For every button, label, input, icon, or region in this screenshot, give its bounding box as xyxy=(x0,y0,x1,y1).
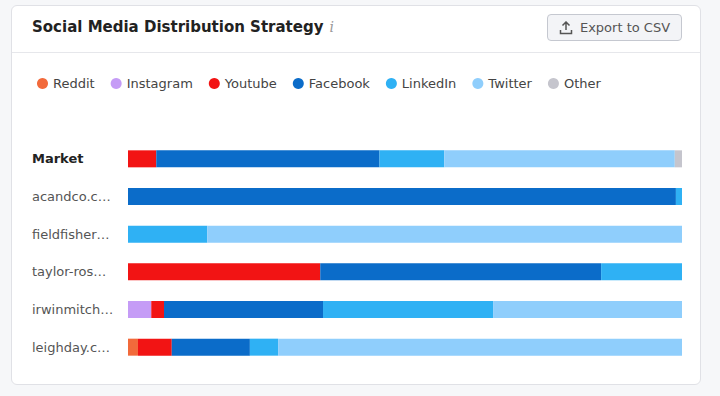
svg-text:Market: Market xyxy=(32,151,83,166)
html-text:Export to CSV: Export to CSV xyxy=(580,20,670,35)
svg-text:irwinmitch…: irwinmitch… xyxy=(32,302,113,317)
html-text:Social Media Distribution Stra: Social Media Distribution Strategy i xyxy=(32,18,334,36)
svg-text:LinkedIn: LinkedIn xyxy=(402,76,456,91)
svg-text:Youtube: Youtube xyxy=(224,76,277,91)
svg-text:Reddit: Reddit xyxy=(53,76,95,91)
svg-text:Facebook: Facebook xyxy=(309,76,371,91)
svg-text:Twitter: Twitter xyxy=(487,76,532,91)
svg-text:leighday.c…: leighday.c… xyxy=(32,340,110,355)
svg-text:acandco.c…: acandco.c… xyxy=(32,189,111,204)
svg-text:fieldfisher…: fieldfisher… xyxy=(32,227,110,242)
svg-text:taylor-ros…: taylor-ros… xyxy=(32,264,106,279)
svg-text:Instagram: Instagram xyxy=(127,76,193,91)
svg-text:Other: Other xyxy=(564,76,602,91)
